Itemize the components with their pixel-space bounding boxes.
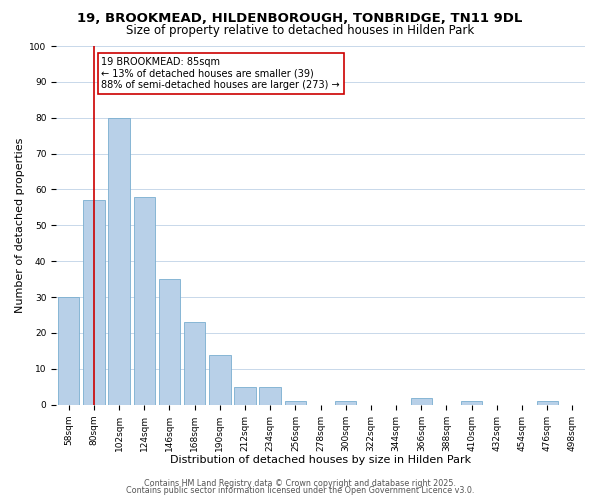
Bar (536, 401, 558, 404)
Bar (209, 354, 230, 405)
Bar (410, 398, 432, 404)
Bar (284, 401, 306, 404)
Bar (235, 387, 256, 404)
Text: 19, BROOKMEAD, HILDENBOROUGH, TONBRIDGE, TN11 9DL: 19, BROOKMEAD, HILDENBOROUGH, TONBRIDGE,… (77, 12, 523, 26)
Bar (58, 297, 79, 405)
Bar (134, 196, 155, 404)
Bar (259, 387, 281, 404)
Bar (109, 118, 130, 405)
Bar (461, 401, 482, 404)
Text: Contains public sector information licensed under the Open Government Licence v3: Contains public sector information licen… (126, 486, 474, 495)
Text: Contains HM Land Registry data © Crown copyright and database right 2025.: Contains HM Land Registry data © Crown c… (144, 478, 456, 488)
Text: Size of property relative to detached houses in Hilden Park: Size of property relative to detached ho… (126, 24, 474, 37)
Y-axis label: Number of detached properties: Number of detached properties (15, 138, 25, 313)
Bar (83, 200, 104, 404)
Text: 19 BROOKMEAD: 85sqm
← 13% of detached houses are smaller (39)
88% of semi-detach: 19 BROOKMEAD: 85sqm ← 13% of detached ho… (101, 57, 340, 90)
X-axis label: Distribution of detached houses by size in Hilden Park: Distribution of detached houses by size … (170, 455, 471, 465)
Bar (184, 322, 205, 404)
Bar (335, 401, 356, 404)
Bar (159, 279, 180, 404)
